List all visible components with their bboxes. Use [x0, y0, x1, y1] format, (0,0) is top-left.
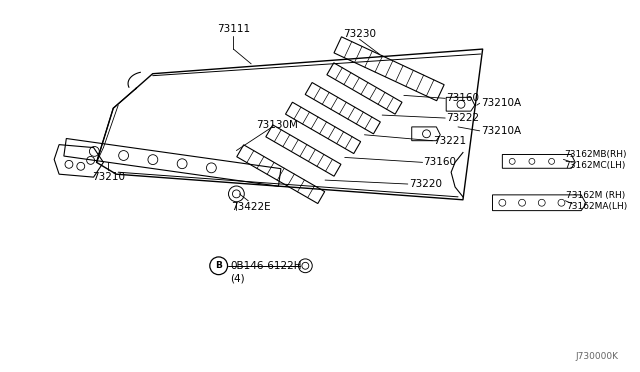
Text: 73162MA(LH): 73162MA(LH) — [566, 202, 628, 211]
Text: 73230: 73230 — [343, 29, 376, 39]
Text: 73210A: 73210A — [481, 98, 521, 108]
Text: 73162MB(RH): 73162MB(RH) — [564, 150, 627, 159]
Text: 73160: 73160 — [424, 157, 456, 167]
Text: 73160: 73160 — [446, 93, 479, 103]
Text: J730000K: J730000K — [575, 352, 619, 361]
Text: 73221: 73221 — [433, 136, 467, 146]
Text: 73130M: 73130M — [256, 120, 298, 130]
Text: 73111: 73111 — [217, 25, 250, 34]
Text: 73210A: 73210A — [481, 126, 521, 136]
Text: 0B146-6122H: 0B146-6122H — [230, 261, 302, 271]
Text: B: B — [215, 261, 222, 270]
Text: 73222: 73222 — [446, 113, 479, 123]
Text: 73220: 73220 — [409, 179, 442, 189]
Text: 73162MC(LH): 73162MC(LH) — [564, 161, 626, 170]
Text: 73210: 73210 — [92, 172, 125, 182]
Text: 73422E: 73422E — [232, 202, 271, 212]
Text: (4): (4) — [230, 273, 245, 283]
Text: 73162M (RH): 73162M (RH) — [566, 191, 626, 201]
